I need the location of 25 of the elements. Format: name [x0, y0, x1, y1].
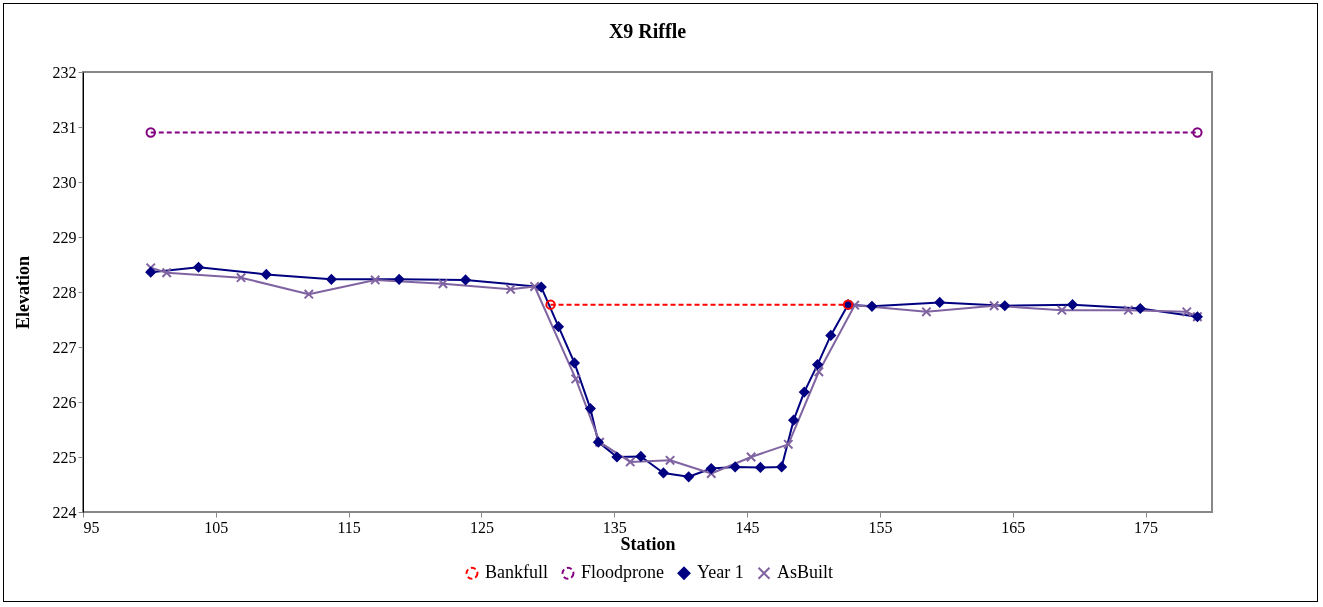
- y-tick-label: 230: [52, 173, 77, 191]
- x-tick-label: 95: [83, 518, 100, 536]
- legend-label: Year 1: [697, 562, 744, 583]
- x-tick-label: 165: [1001, 518, 1026, 536]
- x-tick-label: 105: [204, 518, 229, 536]
- y-tick-label: 231: [52, 118, 77, 136]
- x-tick-label: 135: [602, 518, 627, 536]
- legend-label: AsBuilt: [777, 562, 834, 583]
- x-tick-label: 175: [1134, 518, 1159, 536]
- y-tick-label: 228: [52, 283, 77, 301]
- y-tick-label: 229: [52, 228, 77, 246]
- x-tick-label: 125: [469, 518, 494, 536]
- legend-label: Floodprone: [581, 562, 665, 583]
- chart-title: X9 Riffle: [608, 20, 687, 42]
- y-tick-label: 227: [52, 338, 77, 356]
- legend-label: Bankfull: [485, 562, 548, 583]
- y-tick-label: 225: [52, 448, 77, 466]
- y-tick-label: 226: [52, 393, 77, 411]
- x-tick-label: 145: [735, 518, 760, 536]
- y-tick-label: 224: [52, 503, 77, 521]
- x-axis-title: Station: [620, 533, 676, 554]
- y-tick-label: 232: [52, 63, 77, 81]
- x-tick-label: 155: [868, 518, 893, 536]
- y-axis-title: Elevation: [12, 255, 33, 330]
- x-tick-label: 115: [337, 518, 361, 536]
